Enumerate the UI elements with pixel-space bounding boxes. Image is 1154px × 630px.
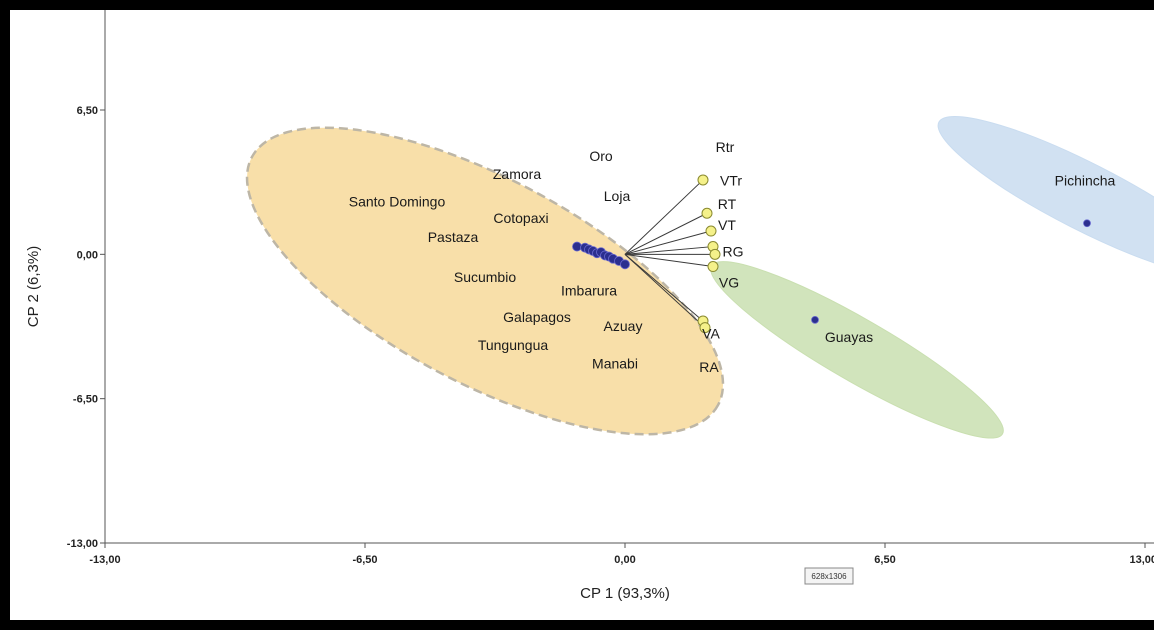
y-tick-label-1: 0,00 (77, 249, 98, 261)
x-tick-label-0: -13,00 (89, 554, 120, 566)
variable-vector-3 (624, 246, 714, 255)
variable-point-1 (701, 207, 713, 219)
variable-vectors (624, 174, 721, 334)
observation-label-12: Guayas (825, 329, 873, 345)
observation-label-8: Galapagos (503, 309, 571, 325)
variable-label-2: RT (718, 196, 737, 212)
variable-point-2 (705, 225, 717, 237)
observation-label-5: Pastaza (428, 229, 479, 245)
variable-point-7 (699, 322, 711, 334)
group-ellipse-0 (245, 126, 725, 436)
variable-label-0: Rtr (716, 139, 735, 155)
variable-vector-7 (624, 253, 706, 328)
observation-label-10: Tungungua (478, 337, 549, 353)
size-badge-text: 628x1306 (811, 572, 847, 581)
y-tick-label-2: -6,50 (73, 394, 98, 406)
y-tick-label-3: -13,00 (67, 538, 98, 550)
x-tick-label-1: -6,50 (352, 554, 377, 566)
variable-point-0 (697, 174, 709, 186)
observation-label-7: Imbarura (561, 282, 617, 298)
observation-point-0 (572, 241, 582, 252)
variable-vector-6 (624, 253, 704, 322)
y-tick-label-0: 6,50 (77, 105, 98, 117)
x-tick-label-4: 13,00 (1129, 554, 1154, 566)
observation-point-10 (620, 259, 630, 270)
observation-label-0: Oro (589, 148, 613, 164)
observation-label-1: Zamora (493, 166, 541, 182)
point-labels: Oro Zamora Loja Santo Domingo Cotopaxi Pastaz… (349, 139, 1116, 375)
observation-point-12 (1083, 219, 1091, 228)
size-badge: 628x1306 (804, 567, 854, 585)
variable-label-3: VT (718, 217, 736, 233)
observation-label-2: Loja (604, 188, 631, 204)
chart-area: -13,00 -6,50 0,00 6,50 13,00 6,50 0,00 -6,50 -13… (10, 10, 1154, 620)
variable-label-4: RG (723, 244, 744, 260)
variable-point-5 (707, 261, 719, 273)
observation-label-9: Azuay (604, 318, 643, 334)
observation-point-11 (811, 315, 819, 324)
observation-label-11: Manabi (592, 356, 638, 372)
biplot-chart: -13,00 -6,50 0,00 6,50 13,00 6,50 0,00 -6,50 -13… (25, 10, 1154, 602)
variable-label-6: VA (702, 326, 720, 342)
observation-label-3: Santo Domingo (349, 194, 446, 210)
tick-labels: -13,00 -6,50 0,00 6,50 13,00 6,50 0,00 -6,50 -13… (67, 105, 1154, 566)
size-badge-box (804, 567, 854, 585)
y-axis-title: CP 2 (6,3%) (25, 246, 42, 327)
axes (104, 10, 1154, 544)
group-ellipses (245, 115, 1154, 439)
variable-vector-5 (624, 253, 714, 268)
observation-label-4: Cotopaxi (493, 210, 548, 226)
variable-point-4 (709, 248, 721, 260)
variable-label-7: RA (699, 359, 719, 375)
variable-label-1: VTr (720, 172, 742, 188)
group-ellipse-1 (710, 261, 1004, 439)
group-ellipse-2 (937, 115, 1154, 278)
x-tick-label-2: 0,00 (614, 554, 635, 566)
variable-label-5: VG (719, 275, 739, 291)
variable-vector-0 (624, 179, 704, 255)
variable-vector-1 (624, 212, 708, 255)
observation-label-13: Pichincha (1055, 172, 1116, 188)
observation-points (572, 219, 1091, 324)
observation-label-6: Sucumbio (454, 269, 516, 285)
x-tick-label-3: 6,50 (874, 554, 895, 566)
x-axis-title: CP 1 (93,3%) (580, 585, 670, 602)
variable-vector-2 (624, 230, 712, 255)
